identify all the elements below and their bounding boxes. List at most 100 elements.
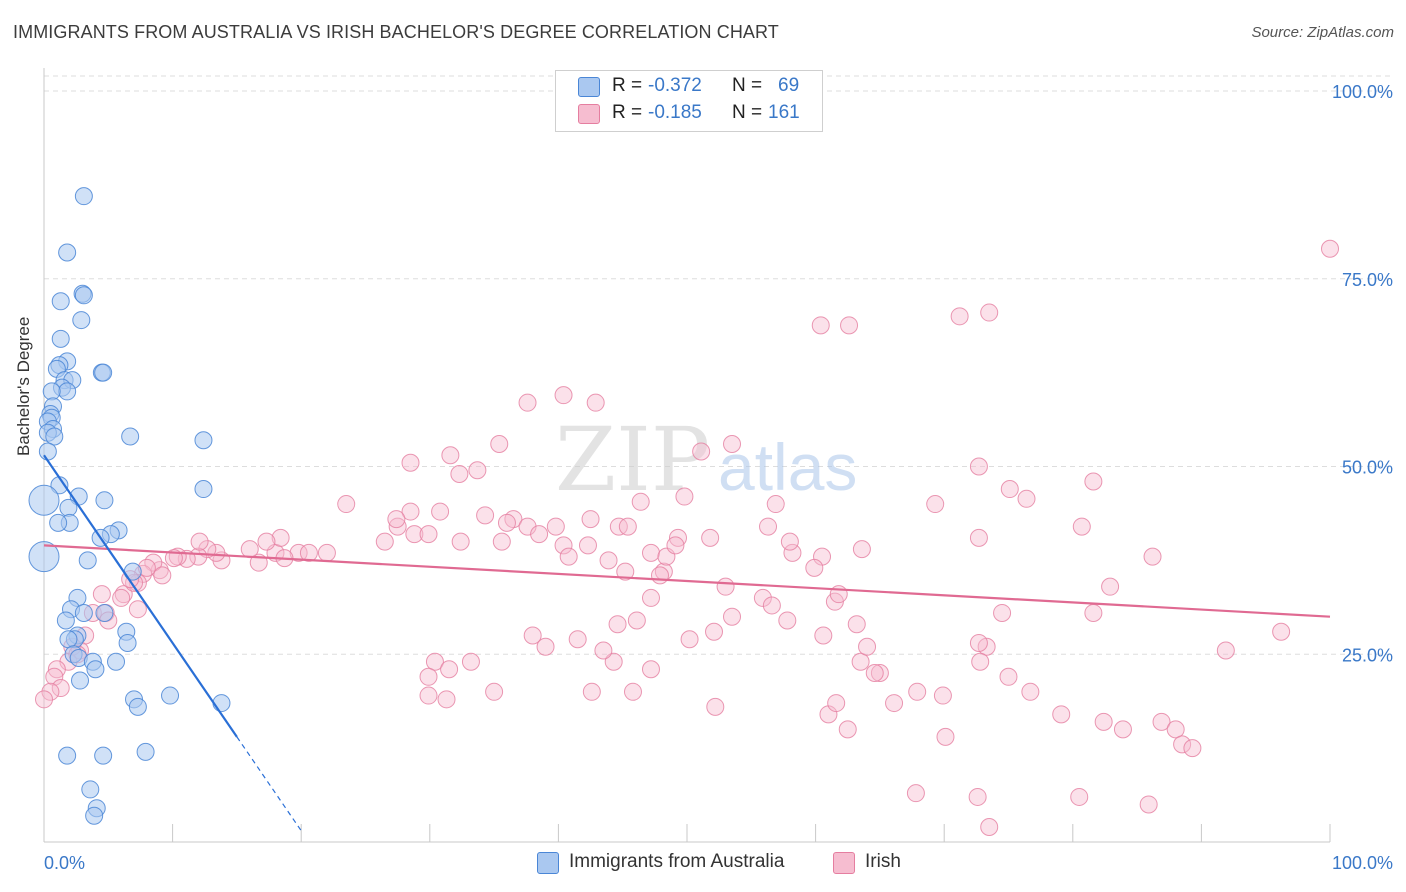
data-point-irish [1017, 489, 1036, 508]
legend-r-label: R = [612, 75, 643, 96]
data-point-irish [1101, 577, 1120, 596]
data-point-irish [980, 303, 999, 322]
data-point-irish [546, 517, 565, 536]
data-point-australia [74, 286, 93, 305]
data-point-irish [971, 652, 990, 671]
data-point-irish [852, 540, 871, 559]
data-point-irish [41, 682, 60, 701]
data-point-irish [554, 536, 573, 555]
data-point-irish [437, 690, 456, 709]
legend-r-value: -0.185 [648, 102, 702, 123]
data-point-irish [47, 660, 66, 679]
data-point-australia [212, 694, 231, 713]
data-point-irish [530, 525, 549, 544]
data-point-irish [778, 611, 797, 630]
data-point-australia [161, 686, 180, 705]
data-point-irish [440, 660, 459, 679]
tick-labels: 25.0% 50.0% 75.0% 100.0% 0.0% 100.0% [44, 82, 1393, 873]
data-point-australia [49, 513, 68, 532]
data-point-irish [627, 611, 646, 630]
data-point-australia [118, 633, 137, 652]
data-point-irish [419, 667, 438, 686]
data-point-irish [811, 316, 830, 335]
y-tick-label: 50.0% [1342, 458, 1393, 478]
data-point-irish [431, 502, 450, 521]
data-point-irish [476, 506, 495, 525]
data-point-irish [497, 513, 516, 532]
data-point-irish [419, 686, 438, 705]
data-point-irish [388, 517, 407, 536]
data-point-irish [716, 577, 735, 596]
data-point-irish [207, 543, 226, 562]
data-point-australia [136, 742, 155, 761]
irish-points [35, 239, 1339, 836]
data-point-irish [401, 502, 420, 521]
data-point-irish [1072, 517, 1091, 536]
data-point-irish [641, 543, 660, 562]
y-axis-label: Bachelor's Degree [14, 316, 33, 456]
data-point-australia [86, 660, 105, 679]
data-point-irish [926, 495, 945, 514]
data-point-australia [121, 427, 140, 446]
data-point-australia [107, 652, 126, 671]
data-point-irish [1000, 480, 1019, 499]
data-point-irish [950, 307, 969, 326]
data-point-irish [581, 510, 600, 529]
watermark-zip: ZIP [555, 408, 710, 511]
data-point-australia [95, 491, 114, 510]
stats-legend: R = -0.372 N = 69 R = -0.185 N = 161 [555, 70, 823, 132]
bottom-legend-label: Immigrants from Australia [569, 851, 785, 872]
legend-n-label: N = [732, 75, 763, 96]
trend-line-australia [43, 454, 238, 738]
data-point-irish [271, 528, 290, 547]
data-point-irish [490, 434, 509, 453]
data-point-irish [783, 543, 802, 562]
data-point-irish [759, 517, 778, 536]
data-point-australia [74, 603, 93, 622]
watermark-atlas: atlas [718, 430, 857, 504]
data-point-irish [999, 667, 1018, 686]
data-point-australia [128, 697, 147, 716]
data-point-irish [375, 532, 394, 551]
gridlines [44, 75, 1392, 655]
data-point-irish [618, 517, 637, 536]
data-point-irish [827, 694, 846, 713]
data-point-irish [536, 637, 555, 656]
x-tick-label: 0.0% [44, 853, 85, 873]
data-point-irish [461, 652, 480, 671]
data-point-irish [51, 679, 70, 698]
data-point-irish [847, 615, 866, 634]
data-point-irish [518, 393, 537, 412]
data-point-australia [45, 427, 64, 446]
data-point-irish [692, 442, 711, 461]
data-point-irish [401, 453, 420, 472]
australia-points [28, 187, 231, 825]
legend-swatch-blue [578, 77, 600, 97]
data-point-irish [1173, 735, 1192, 754]
data-point-irish [289, 543, 308, 562]
data-point-irish [257, 532, 276, 551]
data-point-australia [28, 541, 60, 573]
data-point-australia [94, 746, 113, 765]
data-point-irish [35, 690, 53, 709]
data-point-irish [609, 517, 628, 536]
data-point-australia [58, 243, 77, 262]
watermark: ZIP atlas [555, 408, 857, 511]
data-point-irish [933, 686, 952, 705]
data-point-irish [870, 664, 889, 683]
data-point-irish [858, 637, 877, 656]
data-point-irish [969, 633, 988, 652]
data-point-irish [1139, 795, 1158, 814]
data-point-irish [559, 547, 578, 566]
data-point-irish [631, 492, 650, 511]
legend-n-label: N = [732, 102, 763, 123]
data-point-australia [51, 292, 70, 311]
legend-row-australia: R = -0.372 N = 69 [578, 75, 818, 99]
data-point-irish [492, 532, 511, 551]
data-point-irish [675, 487, 694, 506]
data-point-irish [594, 641, 613, 660]
chart-title: IMMIGRANTS FROM AUSTRALIA VS IRISH BACHE… [13, 22, 779, 42]
data-point-irish [190, 532, 209, 551]
data-point-irish [523, 626, 542, 645]
